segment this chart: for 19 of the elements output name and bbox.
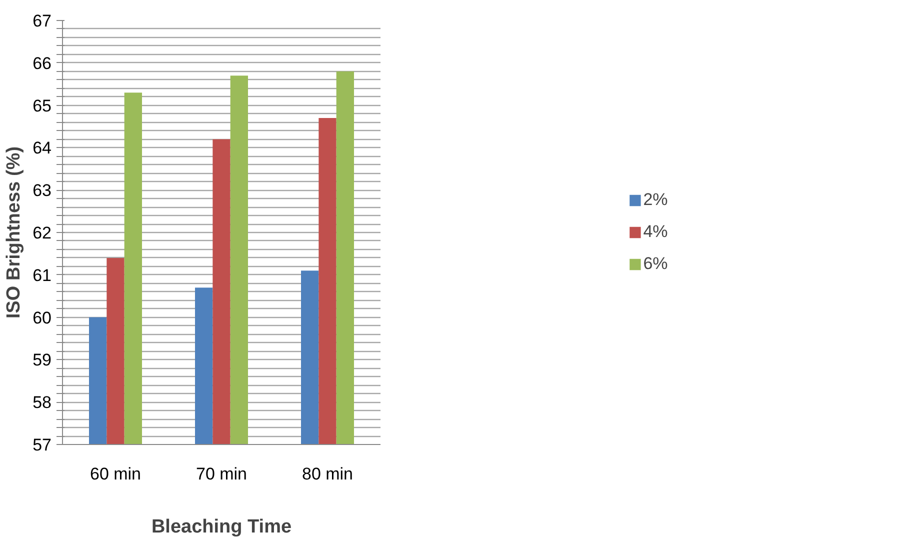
x-axis-title: Bleaching Time [151,516,292,538]
y-tick-label: 67 [32,12,52,30]
y-tick-label: 66 [32,54,52,73]
legend-label: 4% [643,222,668,242]
y-tick-label: 59 [32,350,52,370]
y-axis-title: ISO Brightness (%) [4,146,25,319]
y-tick-label: 65 [32,96,52,116]
y-tick-label: 64 [32,138,52,158]
y-tick-label: 62 [32,224,52,242]
y-tick-label: 63 [32,181,52,200]
y-tick-label: 60 [32,308,52,328]
y-tick-label: 57 [32,436,52,454]
legend-label: 2% [643,190,668,210]
x-tick-label: 60 min [90,464,142,484]
x-tick-label: 70 min [196,464,248,484]
y-tick-label: 61 [32,266,52,285]
x-tick-label: 80 min [302,464,354,484]
legend-label: 6% [643,254,668,274]
y-tick-label: 58 [32,393,52,412]
